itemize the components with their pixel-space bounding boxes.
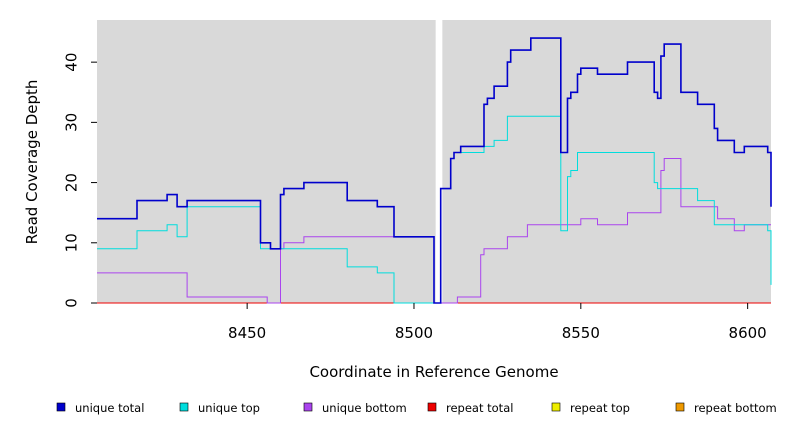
- panel-left: [97, 20, 436, 303]
- legend-swatch-repeat-bottom: [675, 402, 685, 412]
- legend-label-repeat-top: repeat top: [570, 401, 630, 415]
- plot-panel: [97, 20, 771, 303]
- legend-swatch-unique-total: [56, 402, 66, 412]
- legend-swatch-unique-bottom: [303, 402, 313, 412]
- x-tick-label-8450: 8450: [228, 324, 266, 342]
- legend-swatch-unique-top: [179, 402, 189, 412]
- legend-label-unique-total: unique total: [75, 401, 144, 415]
- legend-swatch-repeat-top: [551, 402, 561, 412]
- x-tick-label-8500: 8500: [395, 324, 433, 342]
- axes-layer: 8450 8500 8550 8600 0 10 20 30 40: [63, 53, 767, 342]
- legend-label-repeat-bottom: repeat bottom: [694, 401, 777, 415]
- legend-swatch-repeat-total: [427, 402, 437, 412]
- legend-label-repeat-total: repeat total: [446, 401, 513, 415]
- y-axis-label: Read Coverage Depth: [23, 80, 41, 245]
- series-line-unique-total: [97, 37, 772, 304]
- panel-right: [442, 20, 771, 303]
- y-tick-label-0: 0: [63, 298, 81, 308]
- legend: unique total unique top unique bottom repea…: [56, 401, 777, 415]
- y-tick-label-20: 20: [63, 173, 81, 192]
- legend-label-unique-top: unique top: [198, 401, 260, 415]
- y-tick-label-30: 30: [63, 113, 81, 132]
- series-layer: [97, 37, 772, 304]
- x-tick-label-8600: 8600: [729, 324, 767, 342]
- x-axis-label: Coordinate in Reference Genome: [309, 363, 558, 381]
- y-tick-label-10: 10: [63, 233, 81, 252]
- x-tick-label-8550: 8550: [562, 324, 600, 342]
- y-tick-label-40: 40: [63, 53, 81, 72]
- legend-label-unique-bottom: unique bottom: [322, 401, 407, 415]
